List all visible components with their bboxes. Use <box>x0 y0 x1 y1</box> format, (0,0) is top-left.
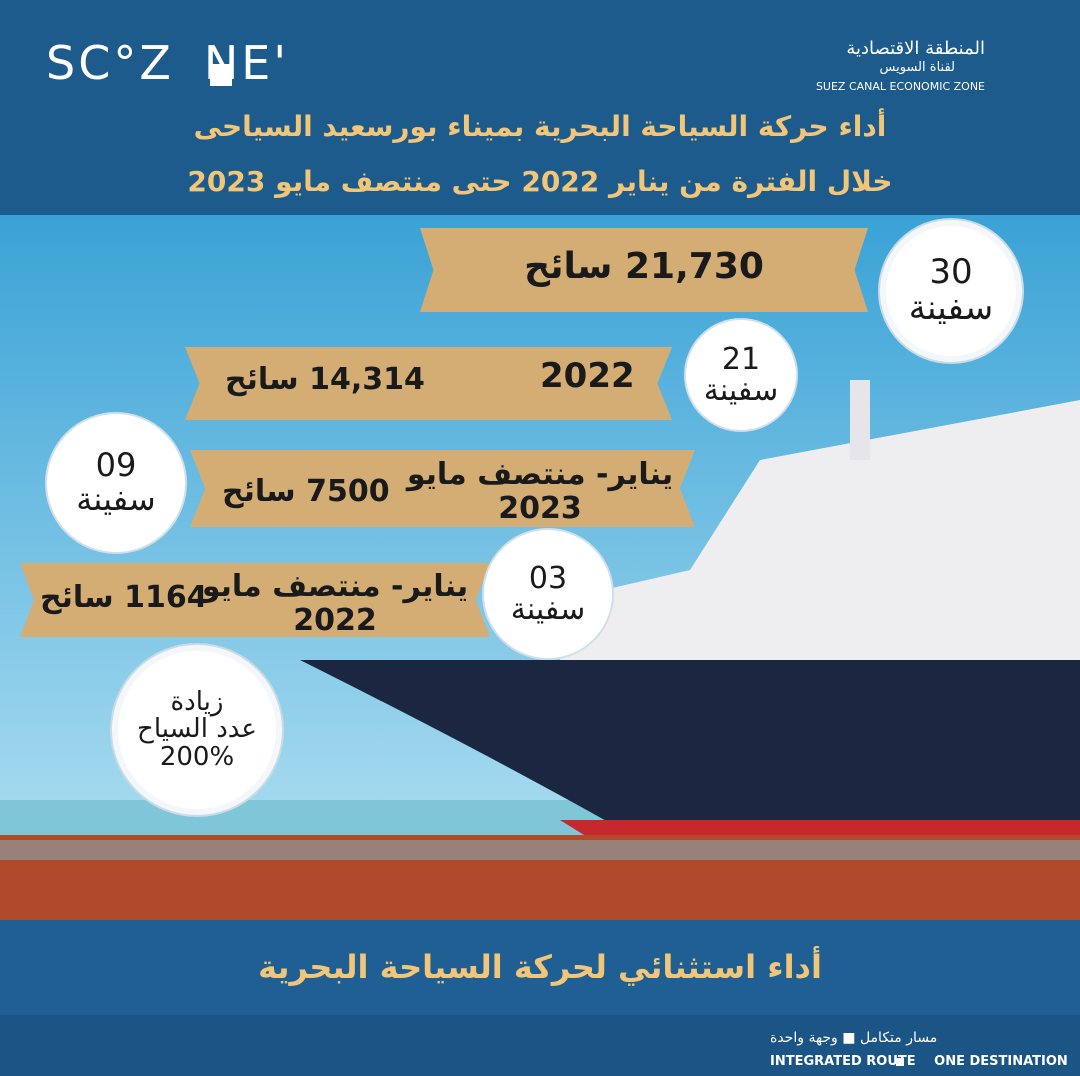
tourists: 21,730 سائح <box>524 246 764 287</box>
ships-circle: 21 سفينة <box>684 318 798 432</box>
increase-line-1: زيادة <box>170 687 224 718</box>
tourists: 7500 سائح <box>222 474 390 509</box>
increase-line-2: عدد السياح <box>137 714 257 745</box>
period-line-2: 2022 <box>293 603 377 638</box>
period-line-2: 2023 <box>498 491 582 526</box>
increase-value: 200% <box>159 741 235 772</box>
footer-ar-1: مسار متكامل <box>859 1030 938 1046</box>
org-name-ar-2: لقناة السويس <box>879 60 955 75</box>
ship-mast <box>850 380 870 460</box>
quay-road <box>0 840 1080 860</box>
ships-label: سفينة <box>76 480 156 518</box>
logo: SC°Z NE' <box>46 36 289 90</box>
footer-ar: مسار متكامل ■ وجهة واحدة <box>770 1030 938 1046</box>
footer-ar-2: وجهة واحدة <box>770 1030 838 1046</box>
ships-count: 03 <box>528 560 568 596</box>
period: يناير- منتصف مايو 2022 <box>195 570 475 638</box>
increase-circle: زيادة عدد السياح 200% <box>112 645 282 815</box>
ships-label: سفينة <box>908 288 994 328</box>
org-name-ar: المنطقة الاقتصادية <box>846 38 985 59</box>
ribbon <box>420 228 868 312</box>
ships-circle: 30 سفينة <box>880 220 1022 362</box>
ship-superstructure <box>560 400 1080 660</box>
footer-en-1: INTEGRATED ROUTE <box>770 1054 916 1069</box>
tourists: 1164 سائح <box>40 580 208 615</box>
ribbon <box>185 347 672 420</box>
title-line-2: خلال الفترة من يناير 2022 حتى منتصف مايو… <box>187 165 893 198</box>
logo-right: NE' <box>203 36 289 90</box>
ships-label: سفينة <box>703 373 779 408</box>
period: يناير- منتصف مايو 2023 <box>400 458 680 526</box>
ship-hull <box>300 660 1080 840</box>
ships-circle: 09 سفينة <box>45 412 187 554</box>
ribbon <box>20 563 490 637</box>
title-line-1: أداء حركة السياحة البحرية بميناء بورسعيد… <box>193 110 887 143</box>
org-name-en: SUEZ CANAL ECONOMIC ZONE <box>815 80 985 93</box>
footer-en: INTEGRATED ROUTE ONE DESTINATION <box>770 1054 1068 1069</box>
ships-label: سفينة <box>510 592 586 627</box>
footer-en-2: ONE DESTINATION <box>934 1054 1068 1069</box>
period-line-1: يناير- منتصف مايو <box>406 457 674 492</box>
ships-circle: 03 سفينة <box>482 528 614 660</box>
period: 2022 <box>540 356 635 396</box>
ribbon <box>190 450 695 527</box>
footer-square <box>896 1058 904 1066</box>
tourists: 14,314 سائح <box>225 362 425 397</box>
ships-count: 09 <box>95 446 137 485</box>
period-line-1: يناير- منتصف مايو <box>201 569 469 604</box>
header-bg <box>0 0 1080 215</box>
logo-left: SC°Z <box>46 36 174 90</box>
logo-square <box>210 64 232 86</box>
ships-count: 21 <box>721 341 761 377</box>
ships-count: 30 <box>929 252 973 293</box>
banner-bg <box>0 920 1080 1015</box>
banner-text: أداء استثنائي لحركة السياحة البحرية <box>258 948 822 986</box>
